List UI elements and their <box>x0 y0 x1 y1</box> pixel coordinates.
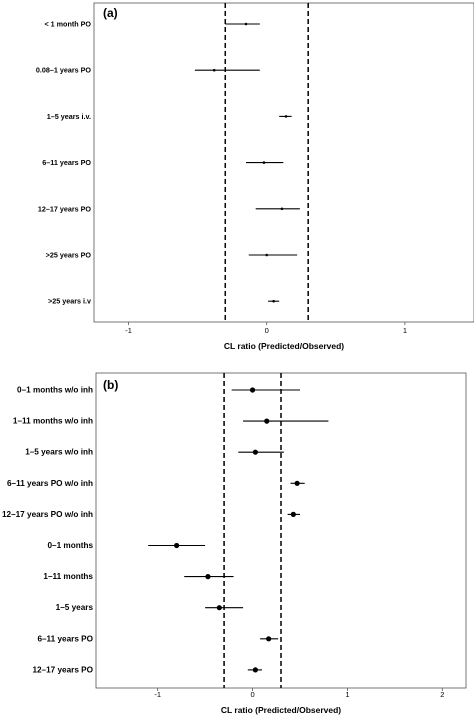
point-estimate <box>284 115 288 118</box>
x-tick-label: 2 <box>440 690 444 699</box>
category-label: 1–5 years w/o inh <box>25 448 93 457</box>
x-axis-label: CL ratio (Predicted/Observed) <box>224 341 344 351</box>
point-estimate <box>266 636 272 642</box>
x-tick-label: -1 <box>125 326 132 335</box>
category-label: 6–11 years PO w/o inh <box>7 479 93 488</box>
category-label: 12–17 years PO <box>38 204 92 213</box>
x-tick-label: -1 <box>154 690 161 699</box>
x-tick-label: 1 <box>403 326 407 335</box>
panel-a: (a) -1 0 1 CL ratio (Predicted/Observed) < 1 … <box>36 2 474 351</box>
category-label: 0–1 months <box>48 541 94 550</box>
point-estimate <box>264 418 270 424</box>
x-tick-label: 0 <box>250 690 254 699</box>
point-estimate <box>244 22 248 26</box>
plot-frame <box>93 2 474 323</box>
category-label: 12–17 years PO w/o inh <box>2 510 93 519</box>
x-axis-label: CL ratio (Predicted/Observed) <box>221 705 341 715</box>
point-estimate <box>212 68 216 72</box>
point-estimate <box>252 449 258 455</box>
panel-label: (b) <box>103 378 118 392</box>
category-label: 6–11 years PO <box>42 158 91 167</box>
point-estimate <box>252 667 258 673</box>
category-label: 12–17 years PO <box>32 665 93 674</box>
category-label: 1–11 months w/o inh <box>13 417 93 426</box>
category-label: 1–11 months <box>43 572 93 581</box>
category-label: 0–1 months w/o inh <box>17 386 93 395</box>
point-estimate <box>280 207 284 211</box>
point-estimate <box>205 574 211 580</box>
category-label: 0.08–1 years PO <box>36 66 92 75</box>
point-estimate <box>290 511 296 517</box>
point-estimate <box>174 542 180 549</box>
x-tick-label: 1 <box>345 690 349 699</box>
category-label: 1–5 years i.v. <box>47 112 91 121</box>
point-estimate <box>216 605 222 611</box>
category-label: 1–5 years <box>56 603 94 612</box>
point-estimate <box>262 161 266 164</box>
category-label: < 1 month PO <box>44 20 91 29</box>
point-estimate <box>272 299 275 303</box>
point-estimate <box>265 253 269 257</box>
point-estimate <box>294 480 300 486</box>
category-label: 6–11 years PO <box>37 634 93 643</box>
point-estimate <box>249 387 256 393</box>
category-label: >25 years i.v <box>48 297 91 306</box>
x-tick-label: 0 <box>265 326 269 335</box>
panel-label: (a) <box>103 6 118 20</box>
category-label: >25 years PO <box>46 251 92 260</box>
panel-b: (b) -1 0 1 2 CL ratio (Predicted/Observed) 0–1… <box>2 372 467 715</box>
